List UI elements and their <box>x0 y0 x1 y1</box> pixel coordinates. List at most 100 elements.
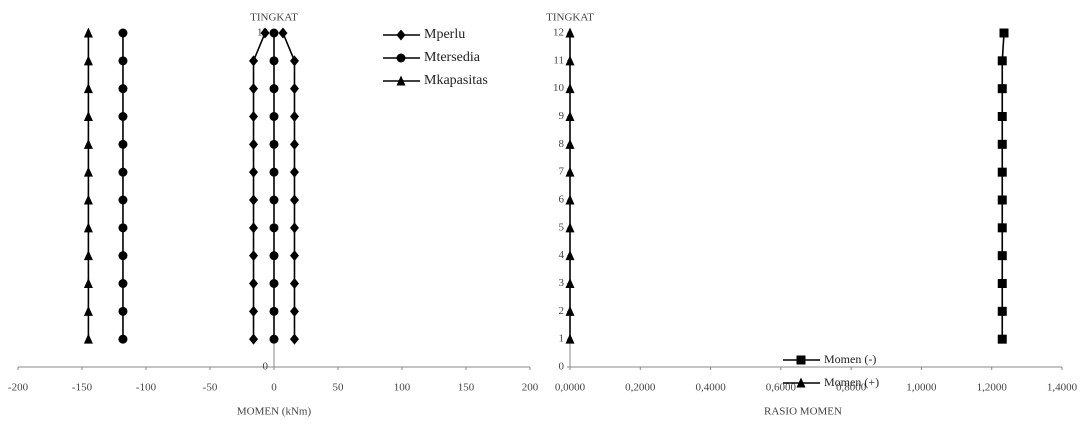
marker <box>396 53 406 63</box>
marker <box>249 83 259 95</box>
marker <box>289 333 299 345</box>
y-tick-label: 10 <box>553 82 565 94</box>
marker <box>997 334 1007 344</box>
marker <box>565 55 575 66</box>
y-tick-label: 8 <box>559 138 565 150</box>
marker <box>118 334 128 344</box>
x-tick-label: -200 <box>8 382 29 394</box>
y-tick-label: 11 <box>553 54 564 66</box>
x-tick-label: 0,6000 <box>766 382 797 394</box>
marker <box>249 222 259 234</box>
y-tick-label: 5 <box>559 221 565 233</box>
marker <box>83 111 93 121</box>
marker <box>83 138 93 149</box>
legend-label: Mkapasitas <box>424 73 488 88</box>
marker <box>118 306 128 316</box>
marker <box>260 27 270 39</box>
marker <box>269 56 279 66</box>
marker <box>565 278 575 288</box>
marker <box>118 139 128 149</box>
marker <box>565 305 575 316</box>
x-tick-label: 0 <box>271 382 277 394</box>
marker <box>269 306 279 316</box>
marker <box>118 279 128 288</box>
marker <box>269 279 279 288</box>
x-tick-label: -50 <box>203 382 218 394</box>
marker <box>565 27 575 38</box>
marker <box>997 251 1007 261</box>
marker <box>997 112 1007 121</box>
marker <box>289 305 299 317</box>
x-tick-label: 200 <box>522 382 539 394</box>
marker <box>118 56 128 66</box>
x-axis-title: MOMEN (kNm) <box>237 406 312 418</box>
x-tick-label: 150 <box>458 382 475 394</box>
y-axis-title: TINGKAT <box>250 12 298 24</box>
marker <box>289 138 299 150</box>
legend-label: Mtersedia <box>424 50 481 65</box>
marker <box>83 222 93 233</box>
x-tick-label: 0,2000 <box>625 382 656 394</box>
marker <box>83 83 93 94</box>
marker <box>997 195 1007 205</box>
marker <box>565 83 575 94</box>
marker <box>565 166 575 177</box>
marker <box>269 84 279 94</box>
legend-label: Mperlu <box>424 27 465 42</box>
x-tick-label: 100 <box>394 382 411 394</box>
marker <box>269 251 279 261</box>
legend-label: Momen (+) <box>824 375 879 389</box>
series-line <box>252 32 266 340</box>
marker <box>249 250 259 262</box>
marker <box>997 223 1007 233</box>
y-tick-label: 7 <box>559 166 565 178</box>
marker <box>83 305 93 316</box>
marker <box>289 55 299 67</box>
y-tick-label: 1 <box>559 333 565 345</box>
series-line <box>282 32 296 340</box>
marker <box>83 194 93 205</box>
marker <box>565 222 575 233</box>
x-tick-label: 0,4000 <box>695 382 726 394</box>
x-tick-label: 1,0000 <box>906 382 937 394</box>
y-tick-label: 0 <box>559 361 565 373</box>
x-axis-title: RASIO MOMEN <box>764 406 842 418</box>
y-tick-label: 12 <box>553 27 564 39</box>
y-tick-label: 4 <box>559 249 565 261</box>
legend-label: Momen (-) <box>824 352 876 366</box>
marker <box>289 166 299 178</box>
x-tick-label: 1,2000 <box>977 382 1008 394</box>
marker <box>999 28 1009 38</box>
marker <box>997 167 1007 177</box>
y-tick-label: 3 <box>559 277 565 289</box>
marker <box>83 278 93 288</box>
marker <box>997 279 1007 288</box>
marker <box>289 83 299 95</box>
marker <box>249 166 259 178</box>
marker <box>565 333 575 344</box>
marker <box>249 55 259 67</box>
y-axis-title: TINGKAT <box>546 12 594 24</box>
marker <box>83 27 93 38</box>
marker <box>269 334 279 344</box>
marker <box>997 56 1007 66</box>
marker <box>249 278 259 289</box>
marker <box>565 250 575 261</box>
marker <box>249 333 259 345</box>
marker <box>997 139 1007 149</box>
series-line <box>1001 32 1005 340</box>
marker <box>565 194 575 205</box>
marker <box>269 139 279 149</box>
y-tick-label: 6 <box>559 194 565 206</box>
y-tick-label: 0 <box>263 361 269 373</box>
marker <box>269 223 279 233</box>
y-tick-label: 9 <box>559 110 565 122</box>
marker <box>118 112 128 121</box>
marker <box>997 306 1007 316</box>
x-tick-label: -100 <box>136 382 157 394</box>
y-tick-label: 2 <box>559 305 565 317</box>
marker <box>249 111 259 122</box>
marker <box>289 222 299 234</box>
marker <box>249 305 259 317</box>
